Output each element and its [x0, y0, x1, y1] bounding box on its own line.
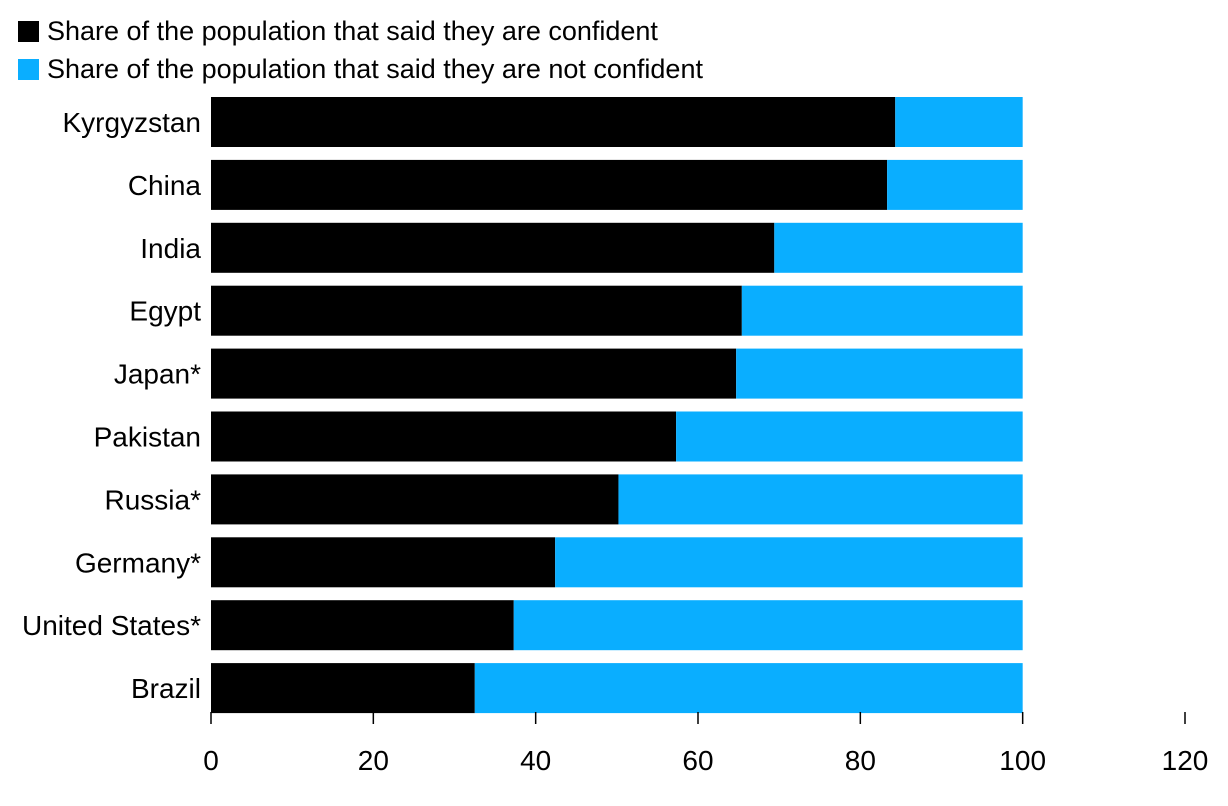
bar-germany-not-confident [555, 537, 1023, 588]
x-tick-label-80: 80 [845, 745, 876, 776]
x-tick-label-40: 40 [520, 745, 551, 776]
bar-russia-confident [211, 474, 619, 525]
legend-swatch-confident [18, 20, 39, 42]
category-label-japan: Japan* [114, 359, 201, 390]
category-label-pakistan: Pakistan [94, 422, 201, 453]
bar-china-confident [211, 159, 888, 210]
legend-label-not-confident: Share of the population that said they a… [47, 54, 703, 84]
bar-india-not-confident [774, 222, 1023, 273]
bar-japan-confident [211, 348, 737, 399]
x-tick-label-100: 100 [999, 745, 1046, 776]
category-label-egypt: Egypt [129, 296, 201, 327]
bar-russia-not-confident [618, 474, 1023, 525]
x-tick-label-60: 60 [682, 745, 713, 776]
x-tick-label-0: 0 [203, 745, 219, 776]
legend: Share of the population that said they a… [18, 12, 703, 88]
category-label-united-states: United States* [22, 610, 201, 641]
bar-brazil-confident [211, 663, 475, 714]
bar-egypt-not-confident [741, 285, 1023, 336]
category-label-brazil: Brazil [131, 673, 201, 704]
bar-kyrgyzstan-confident [211, 97, 896, 147]
bar-pakistan-not-confident [676, 411, 1023, 462]
legend-swatch-not-confident [18, 58, 39, 80]
bar-china-not-confident [887, 159, 1023, 210]
bar-kyrgyzstan-not-confident [895, 97, 1023, 147]
x-tick-label-20: 20 [358, 745, 389, 776]
bar-india-confident [211, 222, 775, 273]
category-label-china: China [128, 170, 202, 201]
bar-brazil-not-confident [474, 663, 1023, 714]
legend-item-not-confident: Share of the population that said they a… [18, 50, 703, 88]
bar-japan-not-confident [736, 348, 1023, 399]
bar-egypt-confident [211, 285, 742, 336]
bar-united-states-confident [211, 600, 514, 651]
x-tick-label-120: 120 [1162, 745, 1209, 776]
bar-germany-confident [211, 537, 556, 588]
bar-united-states-not-confident [513, 600, 1023, 651]
legend-label-confident: Share of the population that said they a… [47, 16, 658, 46]
category-label-india: India [140, 233, 201, 264]
bar-pakistan-confident [211, 411, 677, 462]
category-label-kyrgyzstan: Kyrgyzstan [63, 107, 202, 138]
legend-item-confident: Share of the population that said they a… [18, 12, 703, 50]
category-label-germany: Germany* [75, 547, 201, 578]
category-label-russia: Russia* [105, 484, 202, 515]
